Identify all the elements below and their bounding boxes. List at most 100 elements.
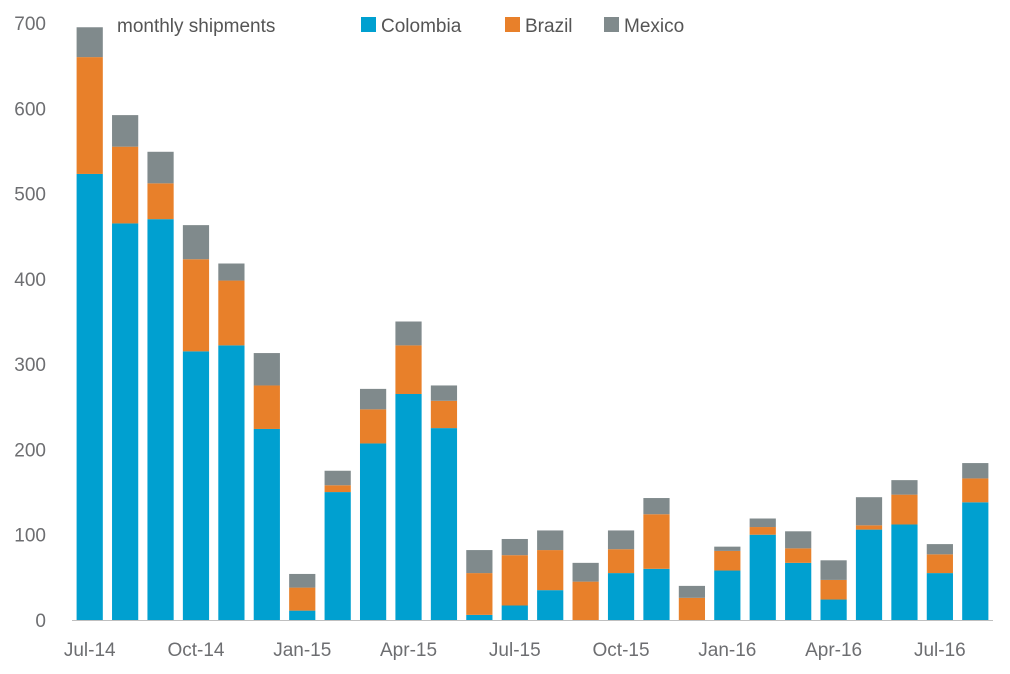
- bar-colombia-may-15: [430, 428, 458, 620]
- bar-colombia-feb-16: [749, 534, 776, 620]
- bar-brazil-mar-16: [785, 548, 812, 563]
- bar-colombia-aug-16: [962, 502, 989, 620]
- bar-brazil-sep-14: [147, 183, 174, 220]
- bar-mexico-oct-14: [182, 225, 210, 260]
- bar-mexico-apr-16: [820, 560, 847, 580]
- x-tick-label: Oct-14: [167, 640, 224, 661]
- bar-mexico-nov-15: [643, 498, 670, 515]
- bar-brazil-aug-15: [537, 550, 564, 591]
- bar-mexico-sep-15: [572, 562, 599, 582]
- bar-mexico-dec-14: [253, 353, 280, 386]
- x-tick-label: Jul-15: [489, 640, 541, 661]
- legend-swatch-mexico: [604, 17, 619, 32]
- bar-brazil-dec-14: [253, 385, 280, 429]
- bar-brazil-nov-15: [643, 514, 670, 569]
- bar-colombia-feb-15: [324, 492, 351, 620]
- bar-brazil-dec-15: [678, 597, 706, 620]
- x-tick-label: Apr-16: [805, 640, 862, 661]
- bar-brazil-jan-16: [714, 550, 741, 571]
- bar-mexico-aug-14: [112, 115, 139, 147]
- y-tick-label: 500: [14, 185, 46, 206]
- bar-colombia-apr-16: [820, 599, 847, 620]
- bar-mexico-jun-16: [891, 480, 918, 495]
- bar-colombia-oct-15: [607, 573, 635, 620]
- bar-brazil-jul-16: [926, 554, 953, 574]
- x-tick-label: Jul-14: [64, 640, 116, 661]
- bar-mexico-dec-15: [678, 585, 706, 598]
- bar-brazil-jun-15: [466, 573, 493, 615]
- bar-brazil-oct-14: [182, 259, 210, 352]
- bar-mexico-jul-15: [501, 538, 528, 556]
- bar-brazil-may-16: [855, 525, 883, 530]
- bar-colombia-nov-15: [643, 568, 670, 620]
- bar-colombia-mar-15: [359, 443, 387, 620]
- legend-label-brazil: Brazil: [525, 16, 573, 37]
- bar-mexico-may-15: [430, 385, 458, 401]
- bar-colombia-mar-16: [785, 562, 812, 620]
- bar-colombia-dec-14: [253, 428, 280, 620]
- bar-brazil-jun-16: [891, 494, 918, 525]
- y-tick-label: 700: [14, 14, 46, 35]
- bar-colombia-aug-15: [537, 590, 564, 620]
- legend: Colombia Brazil Mexico: [361, 16, 684, 37]
- bar-brazil-feb-15: [324, 485, 351, 493]
- bar-mexico-jun-15: [466, 550, 493, 574]
- bar-brazil-jan-15: [289, 587, 316, 611]
- bar-brazil-may-15: [430, 400, 458, 429]
- bar-mexico-feb-16: [749, 518, 776, 528]
- y-axis: 0 100 200 300 400 500 600 700: [14, 14, 46, 632]
- bar-colombia-aug-14: [112, 223, 139, 621]
- bar-colombia-may-16: [855, 529, 883, 620]
- bar-mexico-feb-15: [324, 470, 351, 486]
- x-tick-label: Jul-16: [914, 640, 966, 661]
- bar-brazil-jul-15: [501, 555, 528, 606]
- bar-mexico-sep-14: [147, 151, 174, 184]
- bar-colombia-nov-14: [218, 345, 245, 620]
- x-tick-label: Apr-15: [380, 640, 437, 661]
- y-tick-label: 100: [14, 526, 46, 547]
- x-tick-label: Jan-16: [698, 640, 756, 661]
- bar-colombia-jan-16: [714, 570, 741, 620]
- bar-brazil-apr-16: [820, 579, 847, 600]
- bar-mexico-jul-16: [926, 544, 953, 555]
- bar-colombia-sep-14: [147, 219, 174, 620]
- x-tick-label: Oct-15: [593, 640, 650, 661]
- bar-mexico-aug-15: [537, 530, 564, 551]
- bar-mexico-nov-14: [218, 263, 245, 281]
- chart-annotation: monthly shipments: [117, 16, 275, 37]
- bar-brazil-oct-15: [607, 549, 635, 574]
- y-tick-label: 200: [14, 440, 46, 461]
- bar-mexico-apr-15: [395, 321, 422, 346]
- bar-colombia-apr-15: [395, 393, 422, 620]
- y-tick-label: 400: [14, 270, 46, 291]
- y-tick-label: 0: [35, 611, 46, 632]
- bar-mexico-jan-15: [289, 573, 316, 588]
- bar-colombia-oct-14: [182, 351, 210, 620]
- y-tick-label: 300: [14, 355, 46, 376]
- bar-brazil-jul-14: [76, 57, 103, 174]
- y-tick-label: 600: [14, 99, 46, 120]
- bar-colombia-jul-14: [76, 173, 103, 620]
- bar-brazil-mar-15: [359, 409, 387, 444]
- bar-brazil-apr-15: [395, 345, 422, 394]
- bar-mexico-mar-16: [785, 531, 812, 549]
- bars: [76, 27, 989, 621]
- bar-mexico-mar-15: [359, 388, 387, 410]
- bar-mexico-may-16: [855, 497, 883, 526]
- bar-brazil-sep-15: [572, 581, 599, 620]
- bar-mexico-aug-16: [962, 463, 989, 479]
- bar-brazil-aug-14: [112, 146, 139, 224]
- bar-mexico-oct-15: [607, 530, 635, 550]
- bar-colombia-jan-15: [289, 610, 316, 620]
- legend-swatch-brazil: [505, 17, 520, 32]
- bar-brazil-feb-16: [749, 527, 776, 535]
- legend-label-mexico: Mexico: [624, 16, 684, 37]
- bar-mexico-jul-14: [76, 27, 103, 58]
- bar-colombia-jun-15: [466, 614, 493, 620]
- bar-colombia-jul-15: [501, 605, 528, 620]
- legend-swatch-colombia: [361, 17, 376, 32]
- bar-brazil-aug-16: [962, 478, 989, 503]
- bar-brazil-nov-14: [218, 280, 245, 346]
- bar-colombia-jun-16: [891, 524, 918, 620]
